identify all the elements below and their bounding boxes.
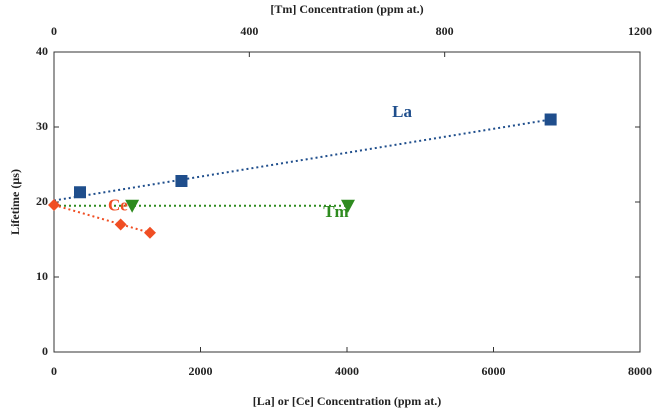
diamond-marker — [48, 199, 60, 211]
diamond-marker — [114, 218, 127, 231]
series-label: Tm — [323, 202, 349, 221]
bottom-axis-label: [La] or [Ce] Concentration (ppm at.) — [253, 394, 441, 408]
y-tick-label: 30 — [36, 119, 48, 133]
diamond-marker — [143, 226, 156, 239]
triangle-marker — [125, 199, 140, 213]
x-tick-label: 8000 — [628, 364, 652, 378]
square-marker — [175, 175, 188, 187]
x2-tick-label: 400 — [240, 24, 258, 38]
top-axis-label: [Tm] Concentration (ppm at.) — [270, 2, 423, 16]
x-tick-label: 2000 — [189, 364, 213, 378]
triangle-marker — [340, 199, 355, 213]
x2-tick-label: 800 — [436, 24, 454, 38]
fit-line — [53, 118, 551, 202]
y-axis-label: Lifetime (µs) — [8, 169, 22, 235]
x2-tick-label: 1200 — [628, 24, 652, 38]
series-label: Ce — [108, 195, 128, 214]
y-tick-label: 40 — [36, 44, 48, 58]
x-tick-label: 0 — [51, 364, 57, 378]
x-tick-label: 6000 — [482, 364, 506, 378]
square-marker — [544, 113, 557, 126]
series-label: La — [392, 102, 412, 121]
y-tick-label: 10 — [36, 269, 48, 283]
x-tick-label: 4000 — [335, 364, 359, 378]
fit-line — [53, 204, 151, 234]
y-tick-label: 20 — [36, 194, 48, 208]
x2-tick-label: 0 — [51, 24, 57, 38]
y-tick-label: 0 — [42, 344, 48, 358]
square-marker — [74, 186, 87, 199]
